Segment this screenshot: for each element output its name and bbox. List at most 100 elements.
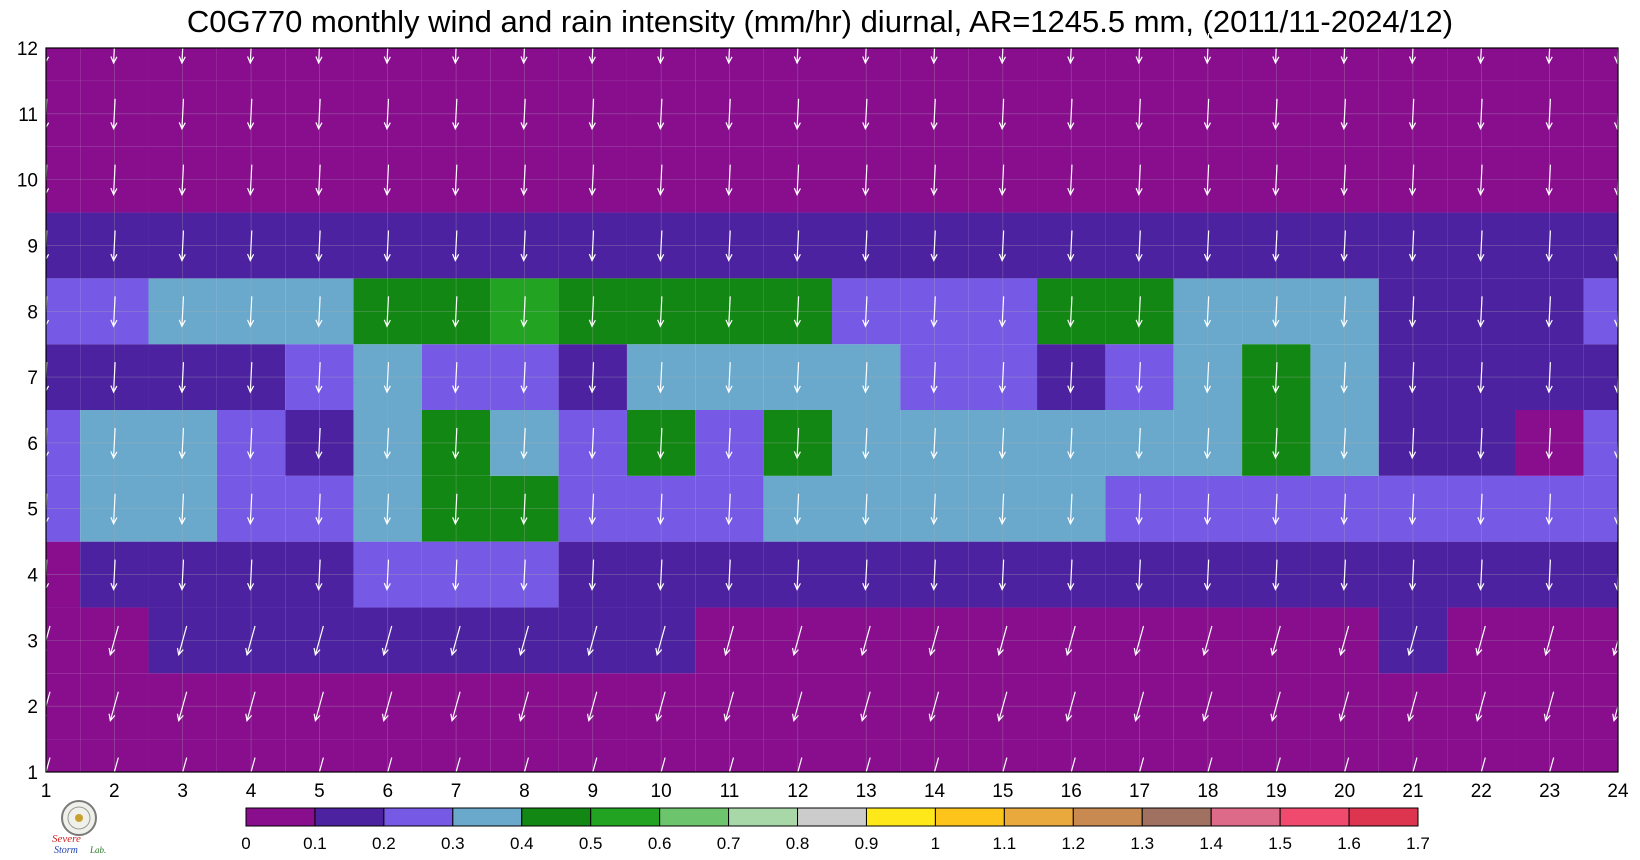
wind-arrow (997, 625, 1008, 657)
wind-arrow (1133, 625, 1145, 657)
x-tick-label: 22 (1471, 781, 1492, 802)
y-tick-label: 11 (18, 105, 38, 126)
wind-arrow (520, 559, 528, 591)
rain-cell (490, 739, 559, 772)
wind-arrow (315, 559, 323, 591)
rain-cell (1105, 739, 1174, 772)
wind-arrow (1340, 493, 1348, 526)
wind-arrow (998, 559, 1007, 591)
wind-arrow (862, 559, 870, 591)
wind-arrow (1067, 493, 1075, 526)
rain-cell (1242, 739, 1311, 772)
colorbar-tick-label: 1.5 (1268, 834, 1292, 853)
rain-cell (46, 212, 81, 279)
wind-arrow (520, 362, 528, 394)
wind-arrow (1272, 230, 1280, 262)
wind-arrow (1272, 427, 1280, 460)
y-tick-label: 12 (17, 39, 38, 60)
wind-arrow (383, 164, 391, 196)
wind-arrow (520, 230, 528, 262)
wind-arrow (1407, 691, 1418, 722)
wind-arrow (793, 98, 801, 131)
colorbar-tick-label: 0.7 (717, 834, 741, 853)
x-tick-label: 18 (1197, 781, 1218, 802)
x-tick-label: 21 (1402, 781, 1423, 802)
wind-arrow (998, 98, 1007, 131)
y-tick-label: 3 (27, 631, 38, 652)
wind-arrow (930, 296, 938, 328)
wind-arrow (588, 296, 596, 328)
colorbar-swatch (590, 807, 661, 827)
wind-arrow (793, 230, 801, 262)
wind-arrow (1272, 493, 1280, 526)
wind-arrow (998, 362, 1007, 394)
x-tick-label: 13 (856, 781, 877, 802)
wind-arrow (381, 691, 393, 722)
wind-arrow (998, 493, 1007, 526)
wind-arrow (1408, 98, 1417, 131)
wind-arrow (383, 296, 391, 328)
colorbar-swatch (728, 807, 799, 827)
x-tick-label: 3 (177, 781, 188, 802)
wind-arrow (930, 164, 938, 196)
rain-cell (558, 739, 627, 772)
wind-arrow (860, 691, 871, 722)
wind-arrow (1477, 98, 1485, 131)
y-tick-label: 6 (27, 434, 38, 455)
wind-arrow (1067, 296, 1075, 328)
wind-arrow (1272, 296, 1280, 328)
wind-arrow (657, 559, 665, 591)
colorbar-swatch (1003, 807, 1074, 827)
rain-cell (80, 739, 149, 772)
wind-arrow (997, 691, 1008, 722)
wind-arrow (178, 230, 186, 262)
rain-cell (285, 739, 354, 772)
wind-arrow (315, 164, 323, 196)
wind-arrow (1408, 427, 1417, 460)
wind-arrow (998, 164, 1007, 196)
rain-cell (46, 475, 81, 542)
x-tick-label: 24 (1607, 781, 1629, 802)
y-tick-label: 5 (27, 500, 38, 521)
wind-arrow (1340, 230, 1348, 262)
wind-arrow (520, 164, 528, 196)
wind-arrow (383, 427, 391, 460)
wind-arrow (1340, 296, 1348, 328)
rain-cell (1583, 344, 1618, 410)
x-tick-label: 17 (1129, 781, 1150, 802)
rain-cell (968, 739, 1038, 772)
rain-cell (1173, 739, 1243, 772)
rain-cell (1583, 475, 1618, 542)
wind-arrow (791, 625, 803, 657)
wind-arrow (657, 98, 665, 131)
rain-cell (695, 739, 764, 772)
wind-arrow (178, 559, 186, 591)
wind-arrow (110, 362, 118, 394)
rain-cell (1583, 80, 1618, 147)
wind-arrow (518, 691, 530, 722)
wind-arrow (1203, 98, 1212, 131)
wind-arrow (862, 493, 870, 526)
y-tick-label: 8 (27, 302, 38, 323)
wind-arrow (1477, 164, 1485, 196)
wind-arrow (452, 230, 460, 262)
wind-arrow (383, 362, 391, 394)
x-tick-label: 9 (587, 781, 598, 802)
wind-arrow (110, 98, 118, 131)
wind-arrow (588, 427, 596, 460)
colorbar-swatch (797, 807, 867, 827)
wind-arrow (520, 427, 528, 460)
wind-arrow (1133, 691, 1145, 722)
wind-arrow (313, 691, 324, 722)
wind-arrow (1340, 559, 1348, 591)
wind-arrow (110, 164, 118, 196)
wind-arrow (247, 362, 255, 394)
colorbar-tick-label: 0.4 (510, 834, 534, 853)
wind-arrow (1270, 691, 1281, 722)
colorbar-swatch (452, 807, 523, 827)
rain-cell (1583, 541, 1618, 608)
wind-vector-layer (40, 32, 1623, 788)
wind-arrow (862, 427, 870, 460)
rain-cell (1310, 739, 1379, 772)
rain-cell (353, 739, 422, 772)
